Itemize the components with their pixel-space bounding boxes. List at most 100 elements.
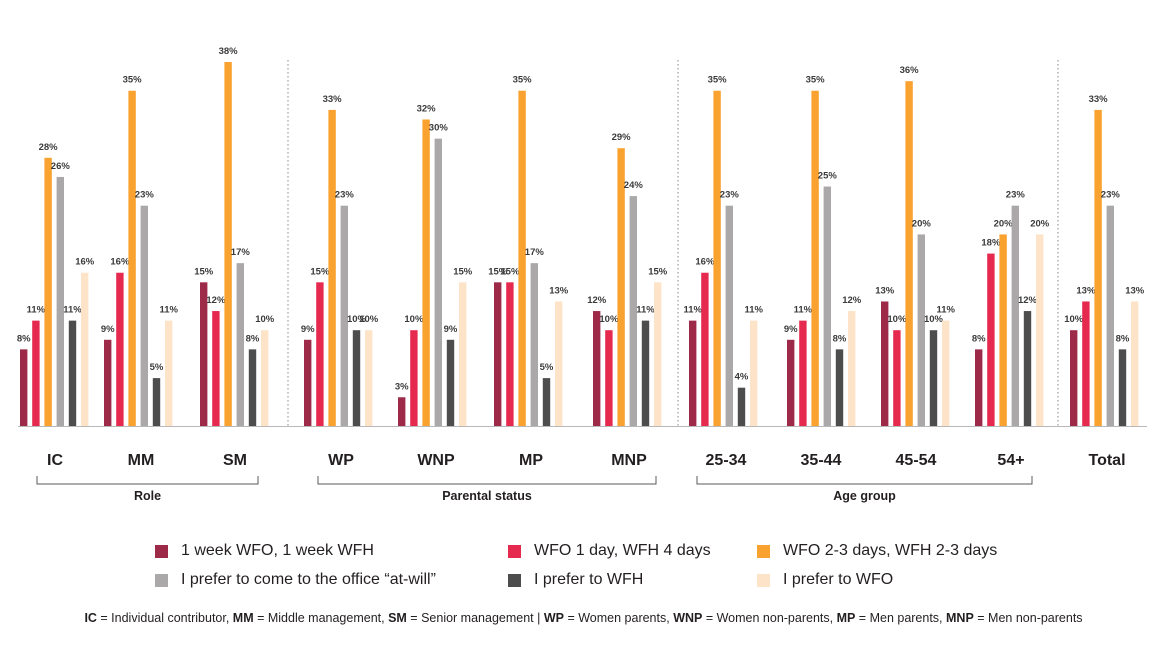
group-bracket (696, 476, 1033, 485)
bar-value-label: 9% (301, 324, 315, 335)
bar-value-label: 23% (720, 190, 740, 201)
bar (56, 176, 64, 426)
legend-swatch (757, 573, 770, 587)
bar-value-label: 11% (794, 305, 813, 316)
bar-value-label: 10% (924, 314, 944, 325)
bar-value-label: 11% (63, 305, 82, 316)
bar-value-label: 32% (417, 103, 437, 114)
bar (1118, 349, 1127, 426)
bar (701, 272, 709, 426)
bar-value-label: 13% (875, 285, 895, 296)
bar (605, 330, 613, 426)
bar (446, 339, 455, 426)
bar (459, 282, 467, 426)
legend-item: I prefer to WFO (757, 571, 893, 589)
bar-value-label: 8% (972, 333, 986, 344)
bar-value-label: 30% (429, 123, 449, 134)
legend-label: I prefer to WFO (783, 571, 894, 588)
category-label: Total (1088, 452, 1125, 469)
bar-chart: 8%9%15%9%3%15%12%11%9%13%8%10%11%16%12%1… (17, 46, 1147, 503)
bar (641, 320, 650, 426)
bar-value-label: 10% (404, 314, 424, 325)
bar (713, 90, 721, 426)
bar (917, 234, 925, 426)
footnote-abbr: MM (232, 611, 254, 625)
legend-item: 1 week WFO, 1 week WFH (155, 542, 374, 560)
bar-value-label: 33% (1089, 94, 1109, 105)
group-bracket (317, 476, 657, 485)
bar (1070, 330, 1078, 426)
bar-value-label: 11% (27, 305, 46, 316)
category-label: 54+ (997, 452, 1024, 469)
legend-label: I prefer to come to the office “at-will” (181, 571, 436, 588)
bar (1036, 234, 1044, 426)
bar-value-label: 9% (444, 324, 458, 335)
footnote-abbr: SM (388, 611, 407, 625)
bar-value-label: 4% (735, 372, 749, 383)
footnote-abbr: WNP (673, 611, 703, 625)
bar (835, 349, 844, 426)
bar (20, 349, 28, 426)
legend-swatch (757, 544, 770, 558)
bar (975, 349, 983, 426)
legend: 1 week WFO, 1 week WFH WFO 1 day, WFH 4 … (0, 538, 1167, 598)
bar-value-label: 23% (135, 190, 155, 201)
bar-value-label: 5% (540, 362, 554, 373)
bar (542, 378, 551, 426)
bar-value-label: 36% (900, 65, 920, 76)
bar-value-label: 11% (159, 305, 178, 316)
bar (128, 90, 136, 426)
bar-value-label: 12% (206, 295, 226, 306)
bar (200, 282, 208, 426)
bar (750, 320, 758, 426)
bar (629, 196, 637, 426)
bar (68, 320, 77, 426)
bar-value-label: 25% (818, 171, 838, 182)
bar (248, 349, 257, 426)
bar (140, 205, 148, 426)
bar (494, 282, 502, 426)
legend-item: WFO 2-3 days, WFH 2-3 days (757, 542, 997, 560)
group-label: Age group (833, 489, 896, 503)
footnote-abbr: MP (836, 611, 856, 625)
category-label: WP (328, 452, 354, 469)
bar (811, 90, 819, 426)
bar-value-label: 13% (1125, 285, 1145, 296)
bar (398, 397, 406, 426)
bar (116, 272, 124, 426)
footnote-abbr: IC (84, 611, 97, 625)
bar-value-label: 9% (101, 324, 115, 335)
legend-swatch (155, 573, 168, 587)
bar-value-label: 12% (587, 295, 607, 306)
legend-swatch (155, 544, 168, 558)
bar (1023, 311, 1032, 426)
bar-value-label: 12% (1018, 295, 1038, 306)
bar (555, 301, 563, 426)
bar (689, 320, 697, 426)
bar (506, 282, 514, 426)
bar-value-label: 35% (513, 75, 533, 86)
bar (530, 263, 538, 426)
footnote-text: = Individual contributor, (96, 611, 233, 625)
bar-value-label: 20% (994, 218, 1014, 229)
bar (410, 330, 418, 426)
bar (1011, 205, 1019, 426)
bar (152, 378, 161, 426)
bar-value-label: 15% (648, 266, 668, 277)
bar (823, 186, 831, 426)
bar (224, 62, 232, 426)
bar (316, 282, 324, 426)
bar (304, 339, 312, 426)
bar (1106, 205, 1114, 426)
bar (987, 253, 995, 426)
bar (1131, 301, 1139, 426)
bar-value-label: 10% (359, 314, 379, 325)
bar (617, 148, 625, 427)
bar-value-label: 11% (744, 305, 763, 316)
bar-value-label: 17% (525, 247, 545, 258)
bar-value-label: 24% (624, 180, 644, 191)
bar-value-label: 23% (1101, 190, 1121, 201)
bar-value-label: 26% (51, 161, 71, 172)
bar-value-label: 11% (636, 305, 655, 316)
bar (787, 339, 795, 426)
